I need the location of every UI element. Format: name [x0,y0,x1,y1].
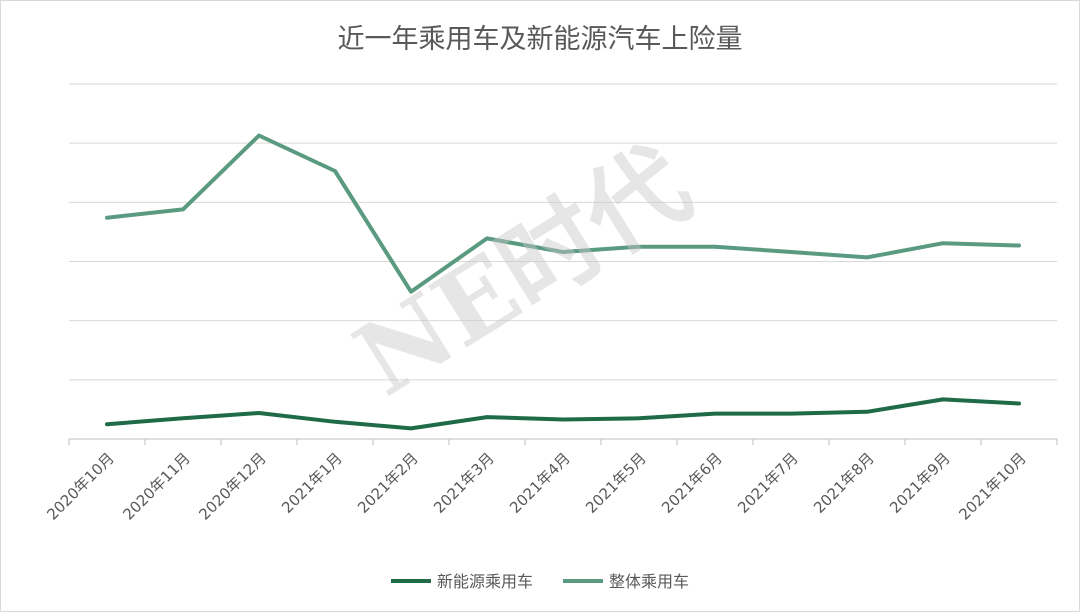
gridlines [69,83,1057,381]
x-tick-label: 2021年8月 [810,449,878,517]
x-tick-label: 2021年6月 [658,449,726,517]
x-tick-label: 2020年12月 [195,449,269,523]
x-tick-label: 2020年11月 [119,449,193,523]
series-line-1 [105,133,1021,294]
legend-label-1: 整体乘用车 [609,572,689,591]
series-line-0 [105,397,1021,431]
x-tick-label: 2021年9月 [886,449,954,517]
x-tick-labels: 2020年10月 2020年11月 2020年12月 2021年1月 2021年2月 20… [43,449,1029,523]
watermark: NE时代 [335,124,709,419]
x-tick-label: 2020年10月 [43,449,117,523]
x-axis [68,438,1058,445]
x-tick-label: 2021年5月 [582,449,650,517]
x-tick-label: 2021年7月 [734,449,802,517]
x-tick-label: 2021年3月 [430,449,498,517]
legend-label-0: 新能源乘用车 [437,572,533,591]
x-tick-label: 2021年1月 [278,449,346,517]
x-tick-label: 2021年4月 [506,449,574,517]
chart-title: 近一年乘用车及新能源汽车上险量 [338,24,743,55]
legend: 新能源乘用车 整体乘用车 [391,572,689,591]
x-tick-label: 2021年10月 [955,449,1029,523]
x-tick-label: 2021年2月 [354,449,422,517]
series-lines [105,133,1021,431]
